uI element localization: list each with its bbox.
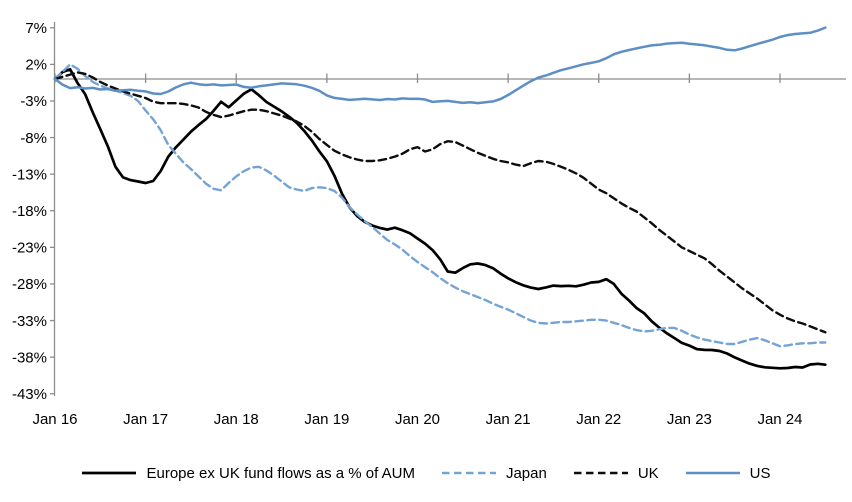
series-line-uk <box>53 71 827 334</box>
y-tick-label: -23% <box>12 240 47 257</box>
legend-line-sample-europe <box>82 471 137 475</box>
x-tick-label: Jan 24 <box>757 411 802 428</box>
y-tick-label: 2% <box>25 57 47 74</box>
series-line-japan <box>53 63 827 348</box>
legend-label-japan: Japan <box>505 464 547 482</box>
x-tick-label: Jan 18 <box>214 411 259 428</box>
legend-line-sample-us <box>685 471 740 475</box>
x-tick-label: Jan 22 <box>576 411 621 428</box>
x-tick-label: Jan 17 <box>123 411 168 428</box>
series-line-europe-ex-uk-fund-flows-as-a-of-aum <box>53 67 827 370</box>
legend-line-sample-uk <box>573 471 628 475</box>
legend-label-uk: UK <box>637 464 659 482</box>
y-tick-label: 7% <box>25 20 47 37</box>
legend-item-japan: Japan <box>441 466 547 481</box>
y-tick-label: -3% <box>20 93 47 110</box>
x-tick-label: Jan 20 <box>395 411 440 428</box>
y-tick-label: -33% <box>12 313 47 330</box>
x-tick-label: Jan 19 <box>304 411 349 428</box>
series-line-us <box>53 26 827 105</box>
legend-line-sample-japan <box>441 471 496 475</box>
legend-item-uk: UK <box>573 466 659 481</box>
y-tick-label: -18% <box>12 203 47 220</box>
legend-label-us: US <box>749 464 771 482</box>
plot-area: 7% 2% -3% -8% -13% -18% -23% -28% -33% -38% -43% Ja… <box>12 20 846 428</box>
y-tick-label: -8% <box>20 130 47 147</box>
legend: Europe ex UK fund flows as a % of AUM Ja… <box>0 457 852 489</box>
x-tick-label: Jan 23 <box>667 411 712 428</box>
legend-label-europe: Europe ex UK fund flows as a % of AUM <box>146 464 415 482</box>
legend-item-europe: Europe ex UK fund flows as a % of AUM <box>81 464 415 482</box>
legend-item-us: US <box>685 466 771 481</box>
y-tick-label: -43% <box>12 386 47 403</box>
x-tick-label: Jan 16 <box>32 411 77 428</box>
y-tick-label: -13% <box>12 166 47 183</box>
x-tick-label: Jan 21 <box>486 411 531 428</box>
y-tick-label: -28% <box>12 276 47 293</box>
y-tick-label: -38% <box>12 349 47 366</box>
